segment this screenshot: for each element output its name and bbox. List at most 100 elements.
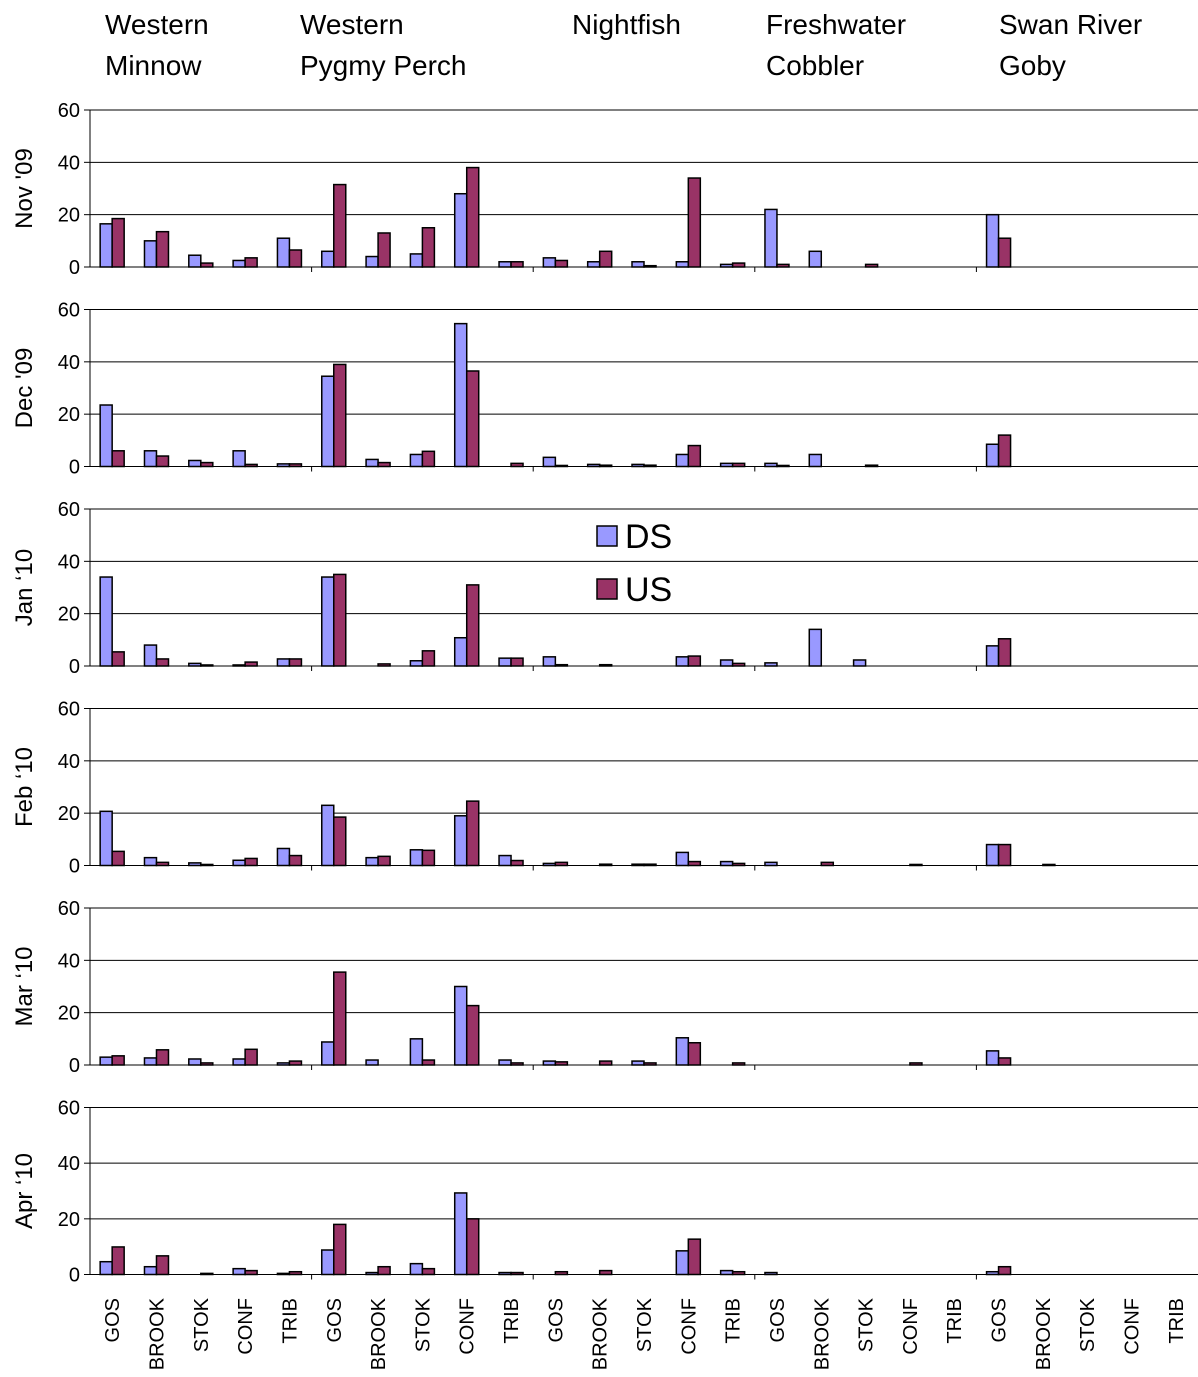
bar [808, 628, 823, 667]
bar [421, 450, 436, 468]
bar [244, 1269, 258, 1276]
bar [409, 1262, 424, 1276]
bar [111, 1246, 125, 1276]
y-tick-label: 20 [58, 1003, 80, 1025]
bar [232, 450, 246, 468]
bar [453, 1192, 468, 1276]
bar [409, 660, 424, 667]
bar [542, 862, 557, 867]
y-tick-label: 20 [58, 604, 80, 626]
column-title: Nightfish [572, 9, 681, 40]
x-tick-label: CONF [678, 1298, 700, 1355]
bar [453, 985, 468, 1066]
bar [421, 1267, 436, 1276]
y-tick-label: 0 [69, 856, 80, 878]
bar [542, 257, 557, 268]
bar [333, 816, 347, 867]
y-tick-label: 0 [69, 257, 80, 279]
bar [188, 662, 202, 667]
y-tick-label: 0 [69, 656, 80, 678]
bar [321, 576, 335, 667]
bar [542, 456, 557, 468]
x-tick-label: TRIB [723, 1298, 745, 1344]
x-tick-label: GOS [324, 1298, 346, 1342]
bar [453, 636, 468, 667]
bar [643, 863, 657, 867]
bar [409, 849, 424, 867]
bar [985, 213, 1000, 268]
bar [232, 664, 246, 667]
bar [510, 1271, 524, 1276]
bar [764, 861, 778, 867]
bar [675, 851, 690, 867]
bar [985, 645, 1000, 667]
bar [99, 1056, 113, 1066]
y-tick-label: 60 [58, 100, 80, 122]
y-tick-label: 0 [69, 1265, 80, 1287]
bar [1042, 863, 1056, 867]
bar [143, 644, 158, 667]
bar [321, 804, 335, 867]
bar [631, 463, 645, 468]
bar [377, 1265, 391, 1276]
bar [421, 849, 436, 867]
bar [820, 861, 835, 867]
column-title: Freshwater Cobbler [766, 9, 907, 81]
x-tick-label: STOK [191, 1297, 213, 1352]
bar [985, 843, 1000, 867]
bar [377, 232, 391, 268]
bar [333, 183, 347, 268]
column-title: Swan River Goby [999, 9, 1143, 81]
bar [687, 177, 702, 268]
bar [288, 658, 303, 667]
bar [985, 443, 1000, 468]
bar [111, 450, 125, 468]
bar [598, 1269, 613, 1276]
bar [731, 862, 746, 867]
bar [498, 261, 512, 268]
y-tick-label: 40 [58, 551, 80, 573]
bar [200, 863, 214, 867]
bar [365, 255, 379, 268]
y-tick-label: 20 [58, 205, 80, 227]
bar [244, 857, 258, 867]
bar [554, 663, 569, 667]
bar [288, 249, 303, 268]
bar [276, 463, 291, 468]
x-tick-label: TRIB [944, 1298, 966, 1344]
bar [554, 1061, 569, 1066]
bar [143, 450, 158, 468]
bar [321, 250, 335, 268]
bar [111, 1055, 125, 1066]
bar [719, 263, 734, 268]
x-tick-label: CONF [457, 1298, 479, 1355]
row-label: Nov '09 [11, 148, 38, 229]
bar [188, 459, 202, 468]
bar [99, 1260, 113, 1276]
bar [188, 1058, 202, 1066]
bar [276, 237, 291, 268]
bar [510, 261, 524, 268]
bar [288, 854, 303, 867]
legend-label: US [625, 571, 672, 609]
x-tick-label: BROOK [368, 1297, 390, 1370]
bar [155, 1049, 170, 1066]
bar [731, 262, 746, 268]
bar [155, 1255, 170, 1276]
bar [498, 1271, 512, 1276]
bar [188, 254, 202, 268]
y-tick-label: 40 [58, 950, 80, 972]
y-tick-label: 60 [58, 898, 80, 920]
bar [997, 237, 1012, 268]
bar [333, 363, 347, 468]
x-tick-label: BROOK [1033, 1297, 1055, 1370]
bar [985, 1050, 1000, 1066]
bar [276, 1272, 291, 1276]
bar [498, 657, 512, 667]
bar [99, 404, 113, 468]
y-tick-label: 40 [58, 352, 80, 374]
bar [510, 859, 524, 867]
x-tick-label: TRIB [1166, 1298, 1188, 1344]
bar [200, 1272, 214, 1276]
bar [598, 663, 613, 667]
